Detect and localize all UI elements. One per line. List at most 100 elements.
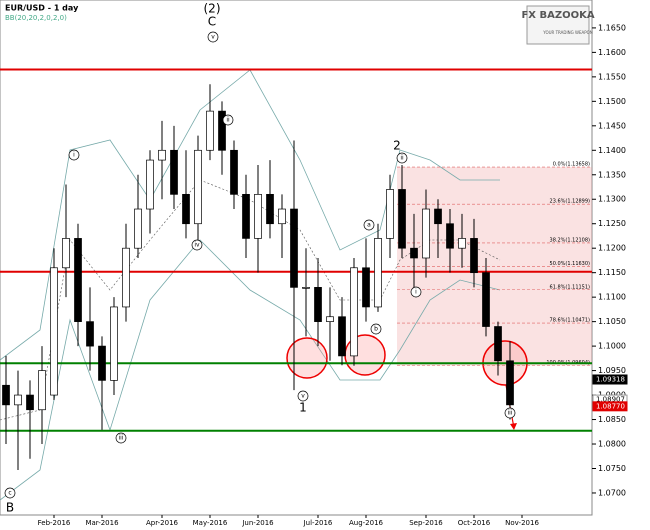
candle-body — [134, 208, 142, 249]
candle-body — [374, 238, 382, 308]
wave-label: i — [415, 289, 417, 296]
wave-marker — [191, 239, 203, 251]
candle-body — [86, 321, 94, 347]
y-tick-label: 1.1600 — [598, 48, 626, 57]
y-tick-label: 1.1550 — [598, 72, 626, 81]
candle-body — [266, 193, 274, 225]
wave-label: ii — [400, 155, 404, 162]
fib-label: 61.8%(1.11151) — [550, 284, 591, 290]
candle-body — [38, 370, 46, 411]
candle-body — [242, 193, 250, 239]
bollinger-upper — [0, 69, 500, 361]
candle-body — [218, 110, 226, 151]
candle-body — [230, 149, 238, 195]
y-tick-label: 1.1050 — [598, 317, 626, 326]
candle-body — [110, 306, 118, 381]
price-tag — [592, 401, 628, 412]
y-tick-label: 1.1650 — [598, 23, 626, 32]
candle-body — [290, 208, 298, 288]
candle-body — [422, 208, 430, 259]
y-tick-label: 1.1200 — [598, 244, 626, 253]
candle-body — [386, 189, 394, 239]
fib-label: 0.0%(1.13658) — [553, 162, 590, 168]
candle-body — [254, 193, 262, 239]
wave-label: 1 — [299, 401, 307, 415]
y-tick-label: 1.1300 — [598, 195, 626, 204]
candle-body — [506, 360, 514, 406]
x-tick-label: Feb-2016 — [38, 519, 71, 527]
y-tick-label: 1.1150 — [598, 268, 626, 277]
candle-body — [434, 208, 442, 225]
candle-body — [194, 149, 202, 225]
y-tick-label: 1.1500 — [598, 97, 626, 106]
candle-body — [158, 149, 166, 161]
y-tick-label: 1.0700 — [598, 488, 626, 497]
candle-body — [170, 149, 178, 195]
y-tick-label: 1.1400 — [598, 146, 626, 155]
price-label: 1.08770 — [596, 402, 625, 410]
candle-body — [314, 287, 322, 322]
wave-label: ii — [226, 117, 230, 124]
candle-body — [14, 394, 22, 406]
wave-marker — [504, 407, 516, 419]
wave-label: a — [367, 222, 371, 229]
arrow-head — [510, 423, 517, 430]
candle-body — [62, 238, 70, 269]
candle-body — [470, 238, 478, 274]
logo: FX BAZOOKA — [521, 10, 594, 21]
candle-body — [278, 208, 286, 225]
wave-marker — [363, 219, 375, 231]
price-label: 1.09318 — [596, 375, 625, 383]
y-tick-label: 1.0750 — [598, 464, 626, 473]
logo-box — [526, 5, 590, 45]
x-tick-label: Nov-2016 — [505, 519, 539, 527]
wave-marker — [115, 432, 127, 444]
highlight-circle — [286, 337, 328, 379]
wave-label: 2 — [393, 139, 401, 153]
candle-body — [398, 189, 406, 249]
candle-body — [350, 267, 358, 357]
y-tick-label: 1.0800 — [598, 440, 626, 449]
y-tick-label: 1.0850 — [598, 415, 626, 424]
x-tick-label: Oct-2016 — [458, 519, 491, 527]
y-tick-label: 1.1350 — [598, 170, 626, 179]
candle-body — [146, 159, 154, 210]
wave-marker — [410, 286, 422, 298]
price-label: 1.08907 — [596, 396, 625, 404]
wave-label: v — [211, 34, 215, 41]
logo-tagline: YOUR TRADING WEAPON — [542, 30, 593, 35]
candle-body — [458, 238, 466, 249]
wave-marker — [4, 487, 16, 499]
candle-body — [446, 223, 454, 249]
candle-body — [302, 287, 310, 289]
fib-label: 78.6%(1.10471) — [550, 318, 591, 324]
wave-label: b — [374, 326, 378, 333]
wave-label: i — [73, 152, 75, 159]
x-tick-label: Jul-2016 — [303, 519, 333, 527]
price-tag — [592, 374, 628, 385]
y-tick-label: 1.1250 — [598, 219, 626, 228]
x-tick-label: Mar-2016 — [85, 519, 119, 527]
candle-body — [482, 272, 490, 327]
fib-label: 38.2%(1.12108) — [550, 237, 591, 243]
candle-body — [122, 247, 130, 308]
candle-body — [362, 267, 370, 308]
candle-body — [494, 326, 502, 362]
x-tick-label: Jun-2016 — [241, 519, 274, 527]
fib-label: 50.0%(1.11630) — [550, 261, 591, 267]
x-tick-label: Sep-2016 — [409, 519, 443, 527]
candle-body — [182, 193, 190, 225]
wave-label: c — [8, 490, 11, 497]
y-tick-label: 1.1450 — [598, 121, 626, 130]
y-tick-label: 1.1000 — [598, 342, 626, 351]
wave-marker — [68, 149, 80, 161]
x-tick-label: Aug-2016 — [349, 519, 384, 527]
wave-label: iv — [194, 242, 200, 249]
candle-body — [410, 247, 418, 259]
candle-body — [50, 267, 58, 396]
x-tick-label: May-2016 — [193, 519, 228, 527]
wave-marker — [222, 114, 234, 126]
wave-marker — [370, 323, 382, 335]
candle-body — [338, 316, 346, 357]
